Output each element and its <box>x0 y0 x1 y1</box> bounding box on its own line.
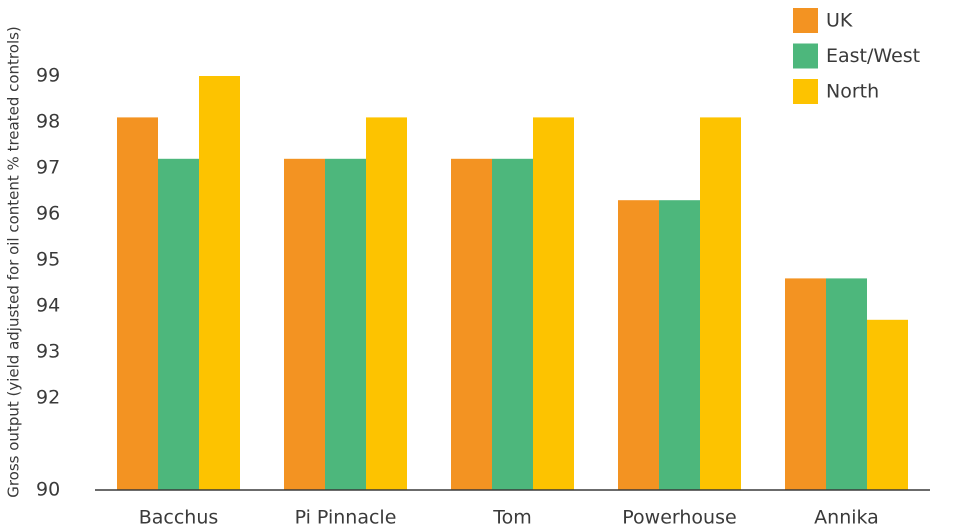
bar <box>867 319 908 490</box>
bar <box>199 76 240 490</box>
y-tick-label: 98 <box>36 111 60 133</box>
bar <box>325 158 366 491</box>
y-axis-label: Gross output (yield adjusted for oil con… <box>5 26 23 498</box>
bar <box>158 158 199 491</box>
y-tick-label: 97 <box>36 157 60 179</box>
legend-swatch <box>793 79 818 104</box>
bar <box>366 117 407 491</box>
bar <box>785 278 826 490</box>
y-tick-label: 95 <box>36 249 60 271</box>
bar <box>659 200 700 490</box>
y-tick-label: 96 <box>36 203 60 225</box>
bar <box>284 158 325 491</box>
bar <box>451 158 492 491</box>
bar <box>533 117 574 491</box>
y-tick-label: 93 <box>36 341 60 363</box>
legend-label: East/West <box>826 45 920 67</box>
y-tick-label: 90 <box>36 479 60 501</box>
x-tick-label: Powerhouse <box>622 507 736 528</box>
y-tick-label: 92 <box>36 387 60 409</box>
bar <box>826 278 867 490</box>
y-tick-label: 99 <box>36 65 60 87</box>
x-tick-label: Pi Pinnacle <box>295 507 397 528</box>
bar <box>117 117 158 491</box>
legend-label: UK <box>826 10 853 32</box>
x-tick-label: Tom <box>492 507 532 528</box>
bar <box>618 200 659 490</box>
legend-swatch <box>793 43 818 69</box>
legend-label: North <box>826 81 879 103</box>
legend-swatch <box>793 8 818 33</box>
x-tick-label: Annika <box>814 507 879 528</box>
x-tick-label: Bacchus <box>139 507 219 528</box>
bar <box>700 117 741 491</box>
bar <box>492 158 533 491</box>
y-tick-label: 94 <box>36 295 60 317</box>
